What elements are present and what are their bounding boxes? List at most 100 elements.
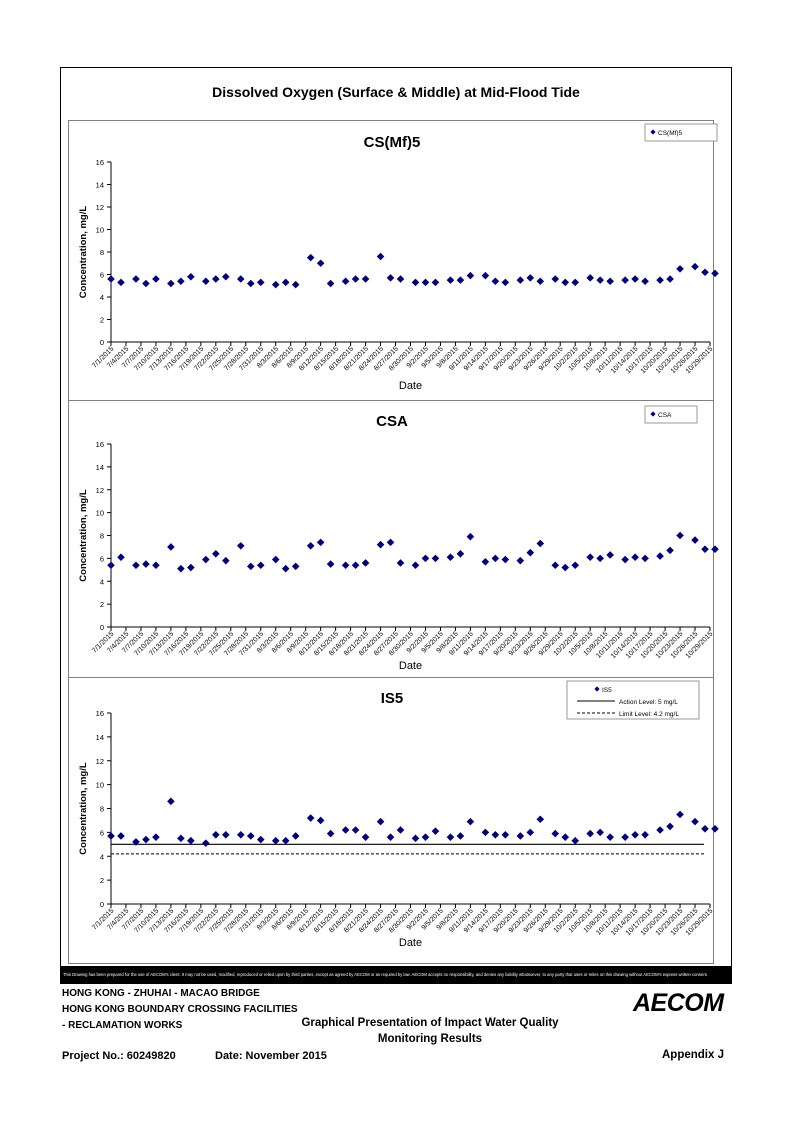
y-tick-label: 8	[100, 248, 104, 257]
data-point	[271, 836, 280, 845]
data-point	[202, 839, 210, 847]
data-point	[316, 538, 325, 547]
data-point	[666, 822, 674, 831]
data-point	[631, 553, 639, 562]
y-tick-label: 16	[96, 440, 104, 449]
data-point	[586, 274, 594, 282]
data-point	[551, 275, 560, 283]
data-point	[606, 833, 614, 841]
data-point	[446, 553, 455, 562]
y-tick-label: 14	[96, 733, 104, 742]
data-point	[701, 824, 709, 833]
data-point	[691, 262, 699, 271]
data-point	[711, 269, 719, 278]
data-point	[561, 833, 570, 841]
data-point	[236, 275, 245, 283]
data-point	[271, 280, 280, 289]
y-tick-label: 2	[100, 600, 104, 609]
data-point	[421, 833, 430, 841]
y-tick-label: 2	[100, 876, 104, 885]
data-point	[431, 278, 440, 287]
y-tick-label: 14	[96, 181, 104, 190]
x-axis-label: Date	[399, 937, 422, 949]
data-point	[596, 554, 604, 563]
data-point	[491, 554, 500, 563]
data-point	[167, 279, 175, 288]
project-line-3: - RECLAMATION WORKS	[62, 1020, 183, 1031]
data-point	[351, 561, 360, 570]
disclaimer-bar: This Drawing has been prepared for the u…	[60, 966, 732, 984]
data-point	[606, 277, 614, 286]
data-point	[246, 562, 255, 571]
data-point	[212, 550, 220, 558]
data-point	[326, 829, 335, 838]
y-tick-label: 8	[100, 532, 104, 541]
data-point	[132, 561, 140, 570]
data-point	[222, 556, 230, 565]
data-point	[177, 564, 185, 573]
data-point	[142, 560, 150, 568]
y-tick-label: 4	[100, 293, 104, 302]
data-point	[316, 259, 325, 268]
y-axis-label: Concentration, mg/L	[78, 762, 89, 855]
data-point	[571, 561, 580, 570]
data-point	[316, 816, 325, 825]
data-point	[701, 268, 709, 277]
y-tick-label: 6	[100, 828, 104, 837]
legend-label: CSA	[658, 412, 672, 419]
y-tick-label: 10	[96, 781, 104, 790]
data-point	[117, 832, 125, 840]
data-point	[641, 554, 649, 563]
data-point	[606, 551, 614, 559]
y-tick-label: 10	[96, 509, 104, 518]
chart-panel-csa: CSA 0 2 4 6 8 10 12 14 16 Concentration, mg/L 7/1/2…	[68, 400, 719, 678]
data-point	[411, 834, 420, 843]
data-point	[132, 838, 140, 846]
data-point	[621, 833, 629, 841]
y-tick-label: 6	[100, 271, 104, 280]
y-axis-label: Concentration, mg/L	[78, 489, 89, 582]
data-point	[481, 558, 490, 566]
data-point	[666, 546, 674, 555]
legend-marker	[594, 686, 600, 692]
data-point	[396, 275, 405, 283]
x-axis-label: Date	[399, 660, 422, 672]
data-point	[711, 545, 719, 554]
chart-panel-csmf5: CS(Mf)5 0 2 4 6 8 10 12 14 16 Concentration, mg/L 7…	[68, 120, 719, 401]
data-point	[656, 276, 664, 284]
data-point	[386, 538, 395, 547]
data-point	[481, 828, 490, 837]
y-tick-label: 0	[100, 900, 104, 909]
chart-title: IS5	[381, 690, 404, 707]
legend-marker	[650, 129, 656, 135]
legend-label: CS(Mf)5	[658, 130, 683, 137]
data-point	[676, 531, 684, 540]
data-point	[396, 559, 405, 567]
chart-title: CS(Mf)5	[364, 134, 421, 151]
data-point	[326, 279, 335, 288]
y-tick-label: 2	[100, 316, 104, 325]
data-point	[466, 271, 475, 280]
data-point	[142, 279, 150, 288]
y-tick-label: 12	[96, 203, 104, 212]
data-point	[361, 559, 370, 567]
data-point	[152, 833, 160, 841]
data-point	[167, 543, 175, 551]
data-point	[431, 554, 440, 563]
y-tick-label: 0	[100, 623, 104, 632]
data-point	[256, 561, 265, 570]
data-point	[621, 276, 629, 284]
page-title: Dissolved Oxygen (Surface & Middle) at M…	[212, 84, 580, 100]
footer-heading-line-1: Graphical Presentation of Impact Water Q…	[301, 1017, 559, 1029]
data-point	[516, 276, 525, 284]
data-point	[236, 541, 245, 550]
data-point	[586, 829, 594, 838]
appendix-label: Appendix J	[662, 1049, 724, 1061]
data-point	[586, 553, 594, 562]
y-tick-label: 14	[96, 463, 104, 472]
y-tick-label: 12	[96, 486, 104, 495]
data-point	[526, 548, 535, 557]
data-point	[256, 278, 265, 287]
data-point	[107, 275, 115, 283]
